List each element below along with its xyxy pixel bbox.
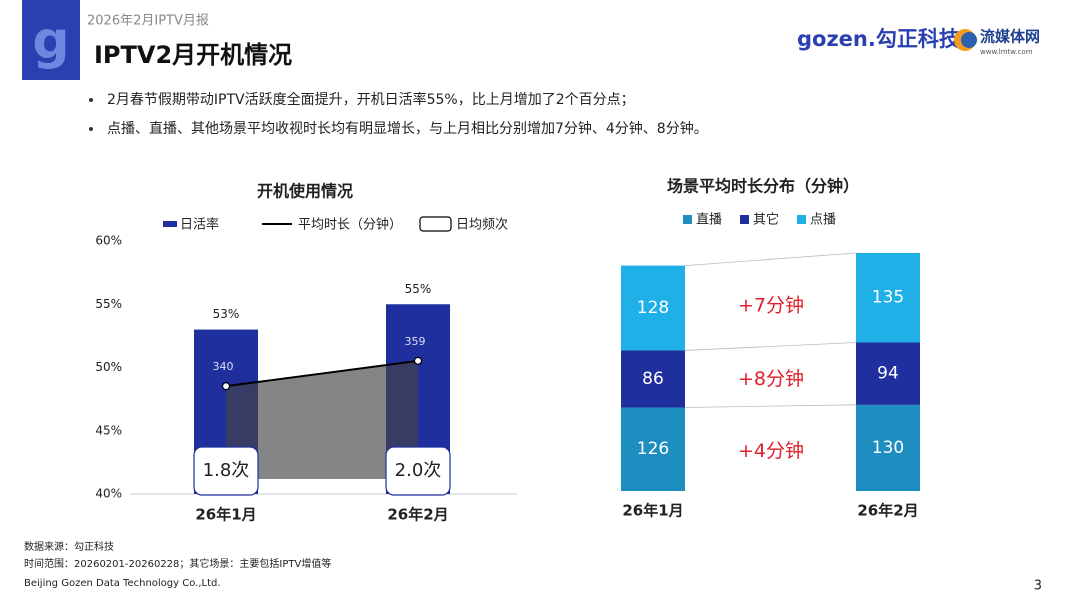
bar-segment bbox=[856, 404, 920, 491]
x-tick-label: 26年1月 bbox=[195, 506, 256, 524]
legend-swatch bbox=[163, 221, 177, 227]
legend-label: 点播 bbox=[810, 213, 836, 228]
footer-company: Beijing Gozen Data Technology Co.,Ltd. bbox=[24, 578, 221, 589]
bullet-text: 2月春节假期带动IPTV活跃度全面提升，开机日活率55%，比上月增加了2个百分点… bbox=[107, 91, 635, 108]
partner-icon bbox=[961, 32, 977, 48]
connector bbox=[684, 404, 857, 408]
legend-swatch bbox=[740, 215, 749, 224]
y-tick-label: 55% bbox=[95, 297, 122, 311]
annotation: +8分钟 bbox=[738, 368, 804, 390]
legend-label: 日活率 bbox=[180, 217, 219, 233]
bullets: 2月春节假期带动IPTV活跃度全面提升，开机日活率55%，比上月增加了2个百分点… bbox=[89, 91, 708, 137]
chart-title: 开机使用情况 bbox=[257, 182, 353, 201]
segment-label: 135 bbox=[872, 288, 904, 308]
line-label: 359 bbox=[405, 335, 426, 348]
chart-scene: 场景平均时长分布（分钟） 直播 其它 点播 26年1月 26年2月 126 130 +4分钟 86… bbox=[621, 177, 920, 520]
legend-label: 直播 bbox=[696, 213, 722, 228]
x-tick-label: 26年2月 bbox=[387, 506, 448, 524]
legend-label: 平均时长（分钟） bbox=[298, 217, 402, 233]
label-box bbox=[385, 446, 451, 496]
bar-label: 55% bbox=[405, 282, 432, 296]
x-tick-label: 26年2月 bbox=[857, 502, 918, 520]
segment-label: 130 bbox=[872, 438, 904, 458]
partner: 流媒体网 bbox=[980, 28, 1040, 46]
bar-segment bbox=[856, 253, 920, 343]
line-marker bbox=[221, 382, 231, 391]
annotation: +7分钟 bbox=[738, 294, 804, 316]
segment-label: 126 bbox=[637, 439, 669, 459]
line-marker bbox=[413, 356, 423, 365]
y-tick-label: 40% bbox=[95, 487, 122, 501]
annotation: +4分钟 bbox=[738, 440, 804, 462]
legend-label: 其它 bbox=[753, 212, 779, 228]
y-tick-label: 45% bbox=[95, 423, 122, 437]
legend-label: 日均频次 bbox=[456, 217, 508, 233]
y-tick-label: 50% bbox=[95, 360, 122, 374]
logo-block bbox=[22, 0, 80, 80]
bar-segment bbox=[621, 407, 685, 491]
line bbox=[225, 359, 419, 388]
label-box bbox=[193, 446, 259, 496]
bullet-dot bbox=[89, 127, 93, 131]
label-box-text: 1.8次 bbox=[203, 460, 250, 481]
bullet-text: 点播、直播、其他场景平均收视时长均有明显增长，与上月相比分别增加7分钟、4分钟、… bbox=[107, 120, 708, 137]
label-box-text: 2.0次 bbox=[395, 460, 442, 481]
connector bbox=[684, 252, 857, 266]
partner-url: www.lmtw.com bbox=[980, 48, 1033, 56]
bar-segment bbox=[621, 350, 685, 408]
x-tick-label: 26年1月 bbox=[622, 502, 683, 520]
legend-swatch bbox=[683, 215, 692, 224]
logo-glyph: g bbox=[32, 11, 69, 71]
line-label: 340 bbox=[213, 360, 234, 373]
bar-segment bbox=[856, 342, 920, 405]
line-area bbox=[226, 360, 418, 479]
connector bbox=[684, 342, 857, 351]
bar-segment bbox=[621, 265, 685, 351]
footer-range: 时间范围：20260201-20260228；其它场景：主要包括IPTV增值等 bbox=[24, 557, 331, 570]
bar-label: 53% bbox=[213, 307, 240, 321]
legend-swatch bbox=[419, 216, 452, 232]
page-number: 3 bbox=[1034, 579, 1042, 594]
report-name: 2026年2月IPTV月报 bbox=[87, 14, 209, 29]
y-tick-label: 60% bbox=[95, 234, 122, 248]
chart-title: 场景平均时长分布（分钟） bbox=[667, 177, 859, 196]
footer-source: 数据来源：勾正科技 bbox=[24, 540, 114, 553]
bullet-dot bbox=[89, 98, 93, 102]
slide-title: IPTV2月开机情况 bbox=[94, 41, 292, 69]
segment-label: 86 bbox=[642, 369, 664, 389]
brand: gozen.勾正科技 bbox=[797, 27, 961, 51]
segment-label: 128 bbox=[637, 298, 669, 318]
chart-usage: 开机使用情况 40% 45% 50% 55% 60% 日活率 平均时长（分钟） 日均频次 26年1… bbox=[95, 182, 517, 524]
legend-swatch bbox=[797, 215, 806, 224]
segment-label: 94 bbox=[877, 364, 899, 384]
